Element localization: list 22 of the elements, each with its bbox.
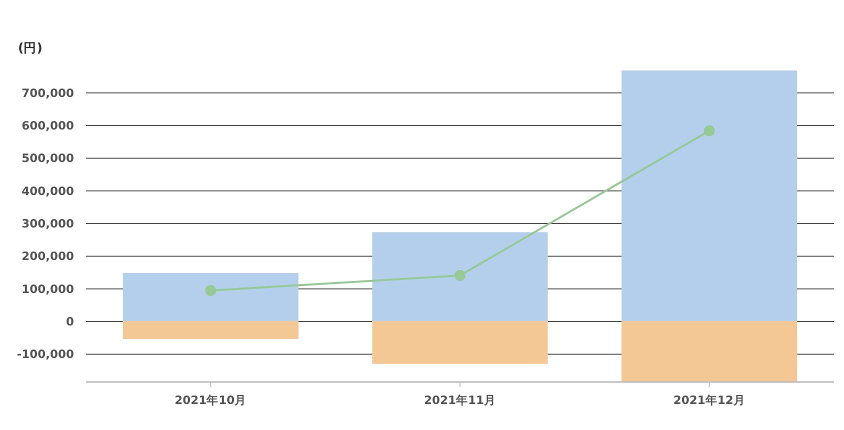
bar	[622, 70, 798, 322]
y-tick-label: 200,000	[22, 249, 74, 264]
point	[454, 270, 466, 281]
y-tick-label: 400,000	[22, 184, 74, 198]
y-tick-label: 300,000	[22, 216, 74, 231]
bar	[122, 273, 298, 322]
x-tick-label: 2021年12月	[673, 393, 746, 407]
x-tick-label: 2021年10月	[174, 393, 247, 407]
bar	[622, 321, 798, 382]
bar	[372, 232, 548, 322]
y-tick-label: -100,000	[16, 347, 74, 362]
y-tick-label: 700,000	[22, 86, 74, 100]
x-tick-label: 2021年11月	[424, 393, 496, 407]
bar	[372, 321, 548, 364]
y-tick-label: 500,000	[22, 151, 74, 166]
bar	[122, 321, 298, 340]
y-tick-label: 600,000	[22, 118, 74, 133]
point	[704, 125, 715, 136]
y-tick-label: 100,000	[22, 282, 74, 296]
y-tick-label: 0	[66, 314, 74, 329]
point	[205, 285, 216, 296]
y-axis-title: (円)	[18, 40, 42, 55]
